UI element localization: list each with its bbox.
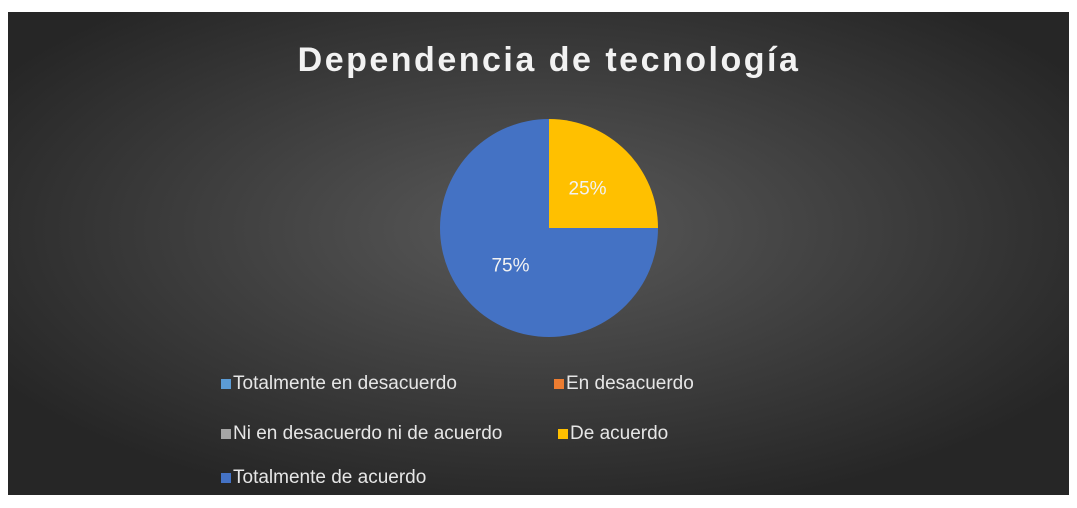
data-label: 75% bbox=[491, 256, 529, 277]
legend-label: De acuerdo bbox=[570, 423, 668, 444]
pie-slice bbox=[549, 119, 658, 228]
legend-label: Totalmente en desacuerdo bbox=[233, 373, 457, 394]
legend-label: Totalmente de acuerdo bbox=[233, 467, 426, 488]
legend-marker bbox=[221, 473, 231, 483]
data-label: 25% bbox=[569, 178, 607, 199]
legend-label: En desacuerdo bbox=[566, 373, 694, 394]
legend-marker bbox=[221, 429, 231, 439]
legend-marker bbox=[221, 379, 231, 389]
pie-slice bbox=[440, 119, 658, 337]
chart-title: Dependencia de tecnología bbox=[298, 41, 801, 79]
legend-label: Ni en desacuerdo ni de acuerdo bbox=[233, 423, 502, 444]
legend-marker bbox=[558, 429, 568, 439]
legend-marker bbox=[554, 379, 564, 389]
